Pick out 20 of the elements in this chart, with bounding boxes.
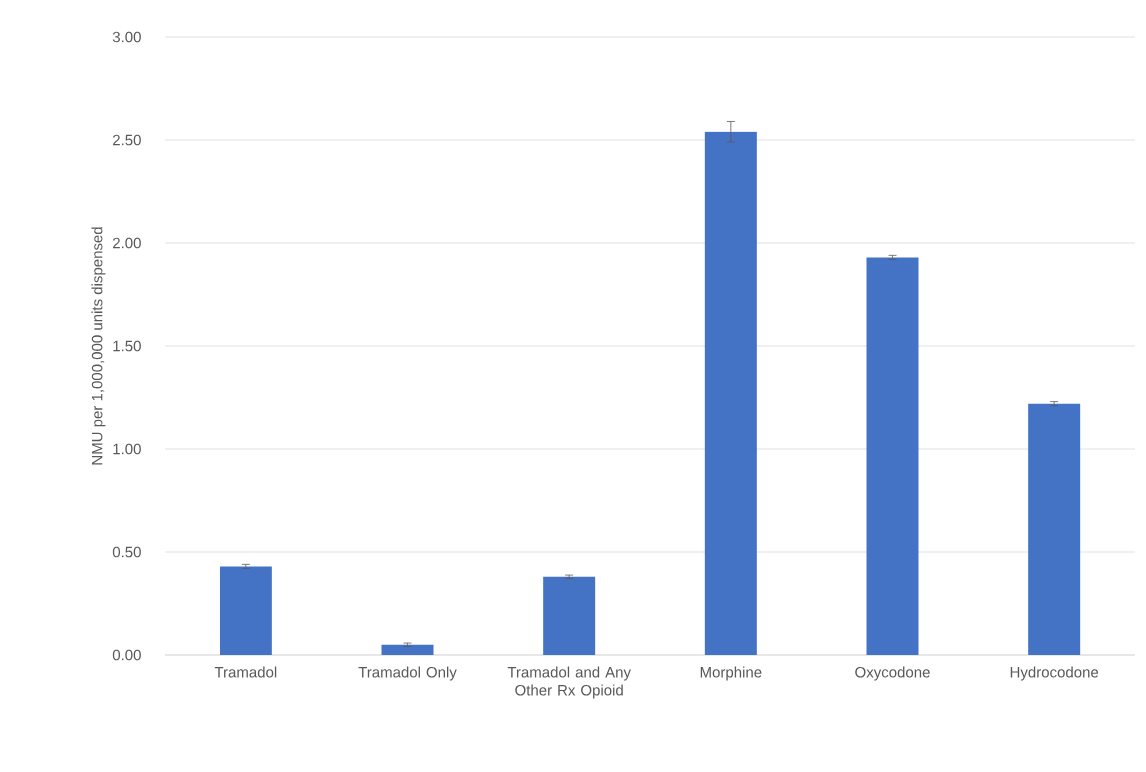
bar [219, 566, 272, 655]
x-tick-label: Tramadol [214, 666, 277, 678]
y-tick-label: 2.00 [113, 237, 141, 249]
y-tick-label: 2.50 [113, 134, 141, 146]
y-tick-label: 0.50 [112, 546, 141, 558]
bar [866, 257, 919, 655]
y-tick-label: 1.50 [113, 340, 141, 352]
y-axis-title: NMU per 1,000,000 units dispensed [91, 227, 106, 465]
bar [1028, 403, 1081, 655]
y-tick-label: 3.00 [112, 31, 141, 43]
x-tick-label: Tramadol Only [358, 666, 457, 681]
bar [543, 576, 596, 655]
y-tick-label: 0.00 [112, 649, 141, 661]
x-tick-label: Morphine [700, 666, 762, 681]
y-tick-label: 1.00 [113, 443, 141, 455]
bar [381, 644, 434, 655]
bar [704, 131, 757, 655]
x-tick-label: Tramadol and Any Other Rx Opioid [507, 666, 631, 699]
x-tick-label: Oxycodone [855, 666, 930, 681]
x-tick-label: Hydrocodone [1010, 666, 1099, 681]
